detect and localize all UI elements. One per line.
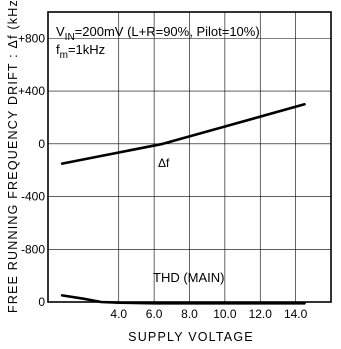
y-tick-label: -800 <box>21 242 45 256</box>
x-tick-label: 6.0 <box>146 307 163 321</box>
x-tick-label: 10.0 <box>213 307 237 321</box>
condition-vin: VIN=200mV (L+R=90%, Pilot=10%) <box>56 24 260 43</box>
y-tick-label: +800 <box>18 31 45 45</box>
grid <box>48 12 331 302</box>
series-label-delta-f: Δf <box>158 156 170 170</box>
x-ticks: 4.0 6.0 8.0 10.0 12.0 14.0 <box>110 307 307 321</box>
y-ticks: +800 +400 0 -400 -800 0 <box>18 31 45 309</box>
x-tick-label: 8.0 <box>181 307 198 321</box>
y-tick-label: 0 <box>38 137 45 151</box>
series-line-delta-f <box>60 103 306 165</box>
y-tick-label: +400 <box>18 84 45 98</box>
condition-fm: fm=1kHz <box>56 42 105 61</box>
y-tick-label: -400 <box>21 190 45 204</box>
x-tick-label: 4.0 <box>110 307 127 321</box>
series-label-thd: THD (MAIN) <box>153 270 225 285</box>
x-tick-label: 12.0 <box>249 307 273 321</box>
y-axis-label: FREE RUNNING FREQUENCY DRIFT : Δf (kHz) <box>6 0 20 313</box>
x-tick-label: 14.0 <box>284 307 308 321</box>
y-tick-label: 0 <box>38 295 45 309</box>
series-line-thd <box>60 294 306 305</box>
series-lines <box>60 103 306 305</box>
x-axis-label: SUPPLY VOLTAGE <box>128 330 254 344</box>
